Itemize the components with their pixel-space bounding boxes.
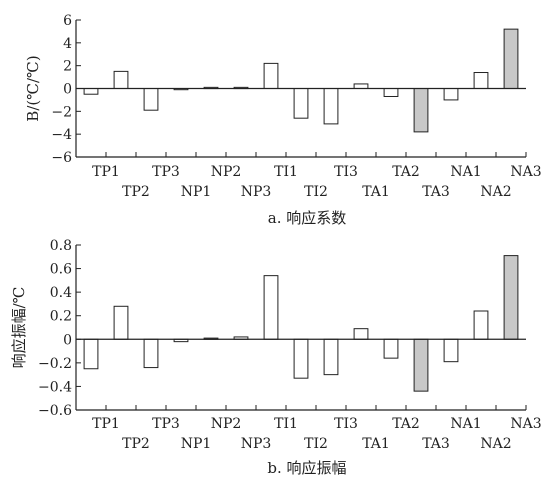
bar-ta2 xyxy=(383,338,399,359)
x-tick-label: TI3 xyxy=(334,416,358,432)
x-tick-label: TP3 xyxy=(152,164,180,180)
bar-ta3 xyxy=(413,88,429,133)
y-tick-label: 0.6 xyxy=(50,262,72,278)
x-tick-label: TP1 xyxy=(92,164,120,180)
bar-na1 xyxy=(443,88,459,101)
y-tick-label: 0.8 xyxy=(50,238,72,254)
x-tick-label: TA3 xyxy=(422,436,450,452)
x-tick-label: TA2 xyxy=(392,164,420,180)
bar-ta3 xyxy=(413,338,429,392)
bar-na3 xyxy=(503,28,519,89)
y-tick-label: −0.6 xyxy=(38,403,72,419)
bar-tp3 xyxy=(143,88,159,111)
bar-ti2 xyxy=(293,338,309,379)
bar-ti1 xyxy=(263,275,279,340)
bar-ti2 xyxy=(293,88,309,119)
x-tick-label: TA1 xyxy=(362,184,390,200)
chart-caption: a. 响应系数 xyxy=(268,209,346,227)
bar-tp3 xyxy=(143,338,159,369)
y-tick-label: 6 xyxy=(63,13,72,29)
bar-tp1 xyxy=(83,88,99,95)
x-tick-label: TI3 xyxy=(334,164,358,180)
y-tick-label: 0.4 xyxy=(50,285,72,301)
y-axis-label: 响应振幅/℃ xyxy=(10,287,28,369)
x-tick-label: NA1 xyxy=(450,416,481,432)
x-tick-label: NP1 xyxy=(181,436,212,452)
y-tick-label: −2 xyxy=(51,104,72,120)
x-tick-label: NA2 xyxy=(480,436,511,452)
y-tick-label: −0.2 xyxy=(38,356,72,372)
chart-caption: b. 响应振幅 xyxy=(267,459,346,477)
x-tick-label: NP2 xyxy=(211,164,242,180)
x-tick-label: TA2 xyxy=(392,416,420,432)
y-tick-label: 0 xyxy=(63,332,72,348)
bar-na2 xyxy=(473,310,489,340)
y-tick-label: −0.4 xyxy=(38,379,72,395)
x-tick-label: NP1 xyxy=(181,184,212,200)
bar-na2 xyxy=(473,72,489,90)
bar-tp2 xyxy=(113,305,129,340)
x-tick-label: TP2 xyxy=(122,436,150,452)
x-tick-label: TI1 xyxy=(274,416,298,432)
bar-ta2 xyxy=(383,88,399,97)
bar-ti3 xyxy=(323,88,339,125)
x-tick-label: NA1 xyxy=(450,164,481,180)
x-tick-label: NA3 xyxy=(510,164,541,180)
x-tick-label: NP3 xyxy=(241,184,272,200)
x-tick-label: TP1 xyxy=(92,416,120,432)
y-tick-label: 2 xyxy=(63,59,72,75)
y-tick-label: −4 xyxy=(51,127,72,143)
y-axis-label: B/(℃/℃) xyxy=(24,55,42,121)
x-tick-label: NA3 xyxy=(510,416,541,432)
bar-tp2 xyxy=(113,70,129,89)
x-tick-label: TI2 xyxy=(304,184,328,200)
x-tick-label: TA3 xyxy=(422,184,450,200)
x-tick-label: NA2 xyxy=(480,184,511,200)
y-tick-label: 0 xyxy=(63,82,72,98)
x-tick-label: TI2 xyxy=(304,436,328,452)
bar-ta1 xyxy=(353,328,369,340)
bar-ti3 xyxy=(323,338,339,376)
x-tick-label: TP3 xyxy=(152,416,180,432)
bar-tp1 xyxy=(83,338,99,370)
bar-na1 xyxy=(443,338,459,363)
bar-ti1 xyxy=(263,62,279,90)
bar-na3 xyxy=(503,255,519,340)
y-tick-label: −6 xyxy=(51,150,72,166)
bar-ta1 xyxy=(353,83,369,90)
x-tick-label: TI1 xyxy=(274,164,298,180)
x-tick-label: NP2 xyxy=(211,416,242,432)
x-tick-label: NP3 xyxy=(241,436,272,452)
y-tick-label: 0.2 xyxy=(50,309,72,325)
x-tick-label: TP2 xyxy=(122,184,150,200)
y-tick-label: 4 xyxy=(63,36,72,52)
x-tick-label: TA1 xyxy=(362,436,390,452)
